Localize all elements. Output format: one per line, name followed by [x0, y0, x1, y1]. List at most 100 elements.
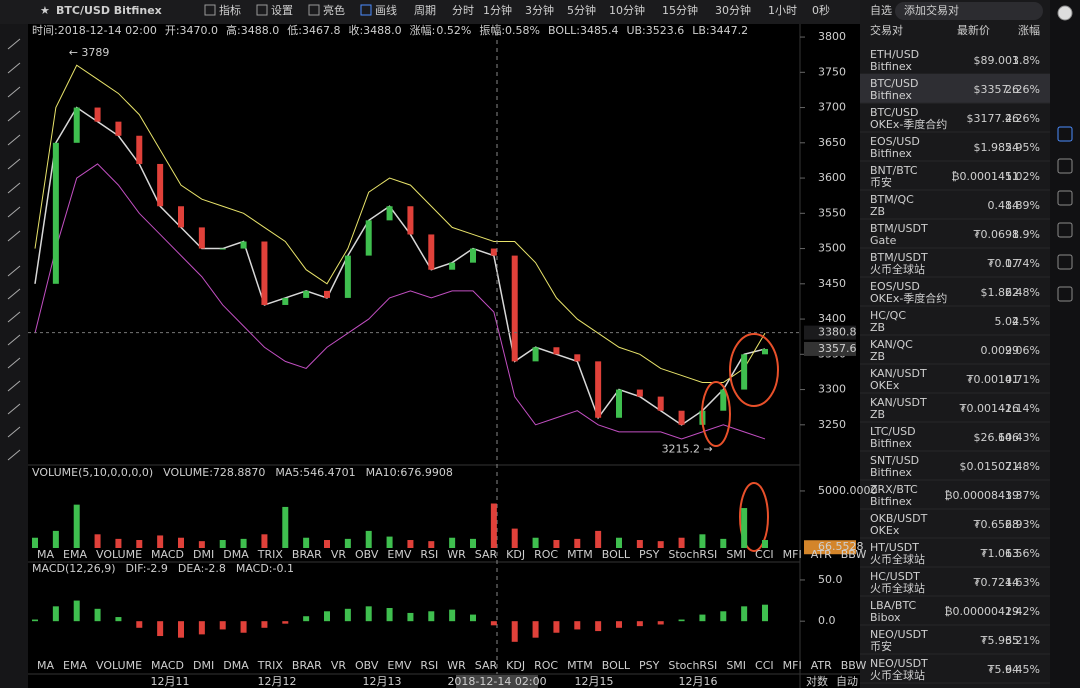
indicator-tab[interactable]: MFI	[783, 659, 802, 672]
interval-tab[interactable]: 30分钟	[715, 3, 751, 17]
indicator-tab[interactable]: EMA	[63, 548, 87, 561]
side-icon[interactable]	[1057, 254, 1073, 270]
pair-name[interactable]: ETH/USD	[870, 48, 919, 61]
tool-icon[interactable]	[7, 449, 21, 461]
indicator-tab[interactable]: ATR	[811, 548, 832, 561]
tool-icon[interactable]	[7, 158, 21, 170]
indicator-tab[interactable]: BBW	[841, 548, 867, 561]
indicator-tab[interactable]: TRIX	[257, 659, 284, 672]
tool-icon[interactable]	[7, 357, 21, 369]
pair-name[interactable]: ZRX/BTC	[870, 483, 918, 496]
indicator-tab[interactable]: SAR	[475, 659, 498, 672]
pair-name[interactable]: LTC/USD	[870, 425, 916, 438]
indicator-tab[interactable]: OBV	[355, 548, 379, 561]
period-label[interactable]: 周期	[414, 4, 436, 17]
tool-icon[interactable]	[7, 110, 21, 122]
tool-icon[interactable]	[7, 334, 21, 346]
indicator-tab[interactable]: KDJ	[506, 659, 525, 672]
pair-name[interactable]: KAN/USDT	[870, 396, 927, 409]
pair-name[interactable]: BTC/USD	[870, 77, 919, 90]
interval-tab[interactable]: 5分钟	[567, 3, 596, 17]
indicator-tab[interactable]: TRIX	[257, 548, 284, 561]
pair-name[interactable]: LBA/BTC	[870, 599, 917, 612]
side-icon[interactable]	[1057, 126, 1073, 142]
tool-icon[interactable]	[7, 182, 21, 194]
indicator-tab[interactable]: CCI	[755, 548, 774, 561]
side-icon[interactable]	[1057, 158, 1073, 174]
indicator-tab[interactable]: BOLL	[602, 659, 631, 672]
toolbar-item[interactable]: 亮色	[323, 3, 345, 17]
indicator-tab[interactable]: PSY	[639, 548, 660, 561]
indicator-tab[interactable]: EMV	[387, 548, 411, 561]
pair-name[interactable]: HC/USDT	[870, 570, 920, 583]
interval-tab[interactable]: 1小时	[768, 4, 797, 17]
interval-tab[interactable]: 分时	[452, 4, 474, 17]
interval-tab[interactable]: 1分钟	[483, 3, 512, 17]
indicator-tab[interactable]: DMI	[193, 548, 214, 561]
pair-name[interactable]: NEO/USDT	[870, 628, 928, 641]
indicator-tab[interactable]: ATR	[811, 659, 832, 672]
indicator-tab[interactable]: CCI	[755, 659, 774, 672]
indicator-tab[interactable]: WR	[447, 659, 466, 672]
pair-name[interactable]: BNT/BTC	[870, 164, 918, 177]
indicator-tab[interactable]: VR	[331, 548, 347, 561]
tool-icon[interactable]	[7, 265, 21, 277]
side-icon[interactable]	[1057, 286, 1073, 302]
indicator-tab[interactable]: BRAR	[292, 548, 322, 561]
indicator-tab[interactable]: VR	[331, 659, 347, 672]
indicator-tab[interactable]: KDJ	[506, 548, 525, 561]
side-icon[interactable]	[1057, 190, 1073, 206]
indicator-tab[interactable]: DMI	[193, 659, 214, 672]
tool-icon[interactable]	[7, 380, 21, 392]
indicator-tab[interactable]: OBV	[355, 659, 379, 672]
pair-name[interactable]: OKB/USDT	[870, 512, 928, 525]
pair-name[interactable]: KAN/QC	[870, 338, 913, 351]
indicator-tab[interactable]: RSI	[420, 548, 438, 561]
indicator-tab[interactable]: DMA	[223, 659, 249, 672]
indicator-tab[interactable]: BBW	[841, 659, 867, 672]
pair-name[interactable]: KAN/USDT	[870, 367, 927, 380]
indicator-tab[interactable]: ROC	[534, 659, 558, 672]
indicator-tab[interactable]: DMA	[223, 548, 249, 561]
indicator-tab[interactable]: MA	[37, 659, 54, 672]
indicator-tab[interactable]: MTM	[567, 548, 593, 561]
pair-name[interactable]: EOS/USD	[870, 280, 920, 293]
indicator-tab[interactable]: EMA	[63, 659, 87, 672]
indicator-tab[interactable]: SMI	[726, 548, 746, 561]
indicator-tab[interactable]: VOLUME	[96, 659, 142, 672]
pair-name[interactable]: BTC/USD	[870, 106, 919, 119]
side-icon[interactable]	[1057, 5, 1073, 21]
indicator-tab[interactable]: EMV	[387, 659, 411, 672]
interval-tab[interactable]: 10分钟	[609, 3, 645, 17]
pair-name[interactable]: EOS/USD	[870, 135, 920, 148]
toolbar-item[interactable]: 画线	[375, 3, 397, 17]
indicator-tab[interactable]: MTM	[567, 659, 593, 672]
pair-name[interactable]: NEO/USDT	[870, 657, 928, 670]
toolbar-item[interactable]: 指标	[219, 3, 241, 17]
axis-mode[interactable]: 自动	[836, 675, 858, 688]
tool-icon[interactable]	[7, 403, 21, 415]
indicator-tab[interactable]: StochRSI	[668, 548, 717, 561]
indicator-tab[interactable]: MFI	[783, 548, 802, 561]
tool-icon[interactable]	[7, 134, 21, 146]
tool-icon[interactable]	[7, 311, 21, 323]
indicator-tab[interactable]: SAR	[475, 548, 498, 561]
search-box[interactable]	[895, 2, 1043, 20]
interval-tab[interactable]: 3分钟	[525, 3, 554, 17]
axis-mode[interactable]: 对数	[806, 674, 828, 688]
pair-name[interactable]: HC/QC	[870, 309, 906, 322]
indicator-tab[interactable]: PSY	[639, 659, 660, 672]
tool-icon[interactable]	[7, 62, 21, 74]
pair-name[interactable]: HT/USDT	[870, 541, 919, 554]
pair-name[interactable]: BTM/USDT	[870, 251, 928, 264]
indicator-tab[interactable]: MACD	[151, 659, 184, 672]
indicator-tab[interactable]: MA	[37, 548, 54, 561]
indicator-tab[interactable]: ROC	[534, 548, 558, 561]
indicator-tab[interactable]: MACD	[151, 548, 184, 561]
indicator-tab[interactable]: VOLUME	[96, 548, 142, 561]
tool-icon[interactable]	[7, 288, 21, 300]
indicator-tab[interactable]: WR	[447, 548, 466, 561]
tool-icon[interactable]	[7, 38, 21, 50]
pair-title[interactable]: BTC/USD Bitfinex	[56, 4, 162, 17]
tool-icon[interactable]	[7, 206, 21, 218]
